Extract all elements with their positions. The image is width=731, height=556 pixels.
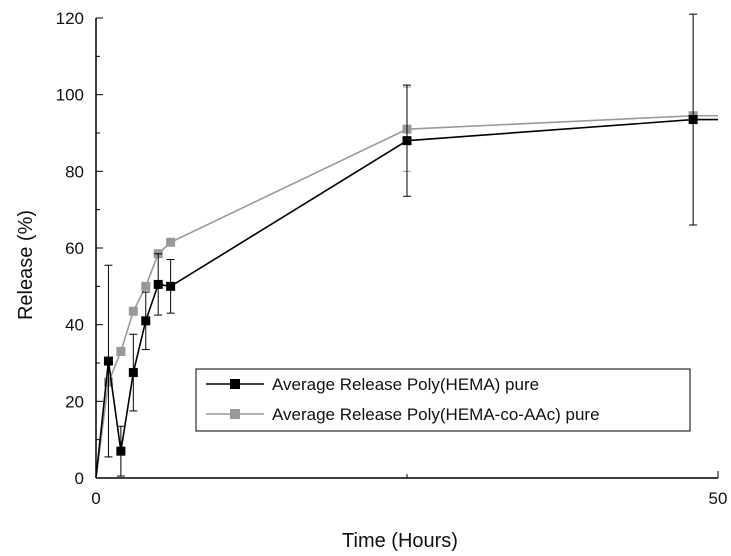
series-line <box>95 114 718 479</box>
series-layer <box>95 13 718 479</box>
y-tick-label: 60 <box>65 239 84 258</box>
y-tick-label: 20 <box>65 392 84 411</box>
y-tick-label: 40 <box>65 316 84 335</box>
data-point <box>116 347 126 356</box>
y-tick-label: 80 <box>65 162 84 181</box>
series-1 <box>95 13 718 479</box>
data-point <box>688 115 698 125</box>
data-point <box>166 237 176 247</box>
legend: Average Release Poly(HEMA) pure Average … <box>195 368 691 432</box>
legend-label-series-1: Average Release Poly(HEMA) pure <box>272 375 539 394</box>
data-point <box>141 281 151 291</box>
y-tick-label: 100 <box>56 86 84 105</box>
data-point <box>116 446 126 456</box>
x-tick-label: 0 <box>91 489 100 508</box>
data-point <box>141 316 151 326</box>
tick-labels: 0 20 40 60 80 100 120 0 50 <box>56 9 728 508</box>
data-point <box>128 368 138 378</box>
legend-box <box>195 368 691 432</box>
legend-marker-series-2 <box>230 409 240 419</box>
legend-label-series-2: Average Release Poly(HEMA-co-AAc) pure <box>272 405 600 424</box>
x-tick-label: 50 <box>709 489 728 508</box>
data-point <box>402 136 412 146</box>
data-point <box>153 279 163 289</box>
series-line <box>95 118 718 479</box>
x-axis-label: Time (Hours) <box>342 530 458 552</box>
data-point <box>166 281 176 291</box>
axes-layer <box>95 17 719 479</box>
data-point <box>103 356 113 366</box>
y-tick-label: 0 <box>75 469 84 488</box>
y-axis-label: Release (%) <box>15 210 37 320</box>
data-point <box>128 306 138 316</box>
y-tick-label: 120 <box>56 9 84 28</box>
legend-marker-series-1 <box>230 379 240 389</box>
